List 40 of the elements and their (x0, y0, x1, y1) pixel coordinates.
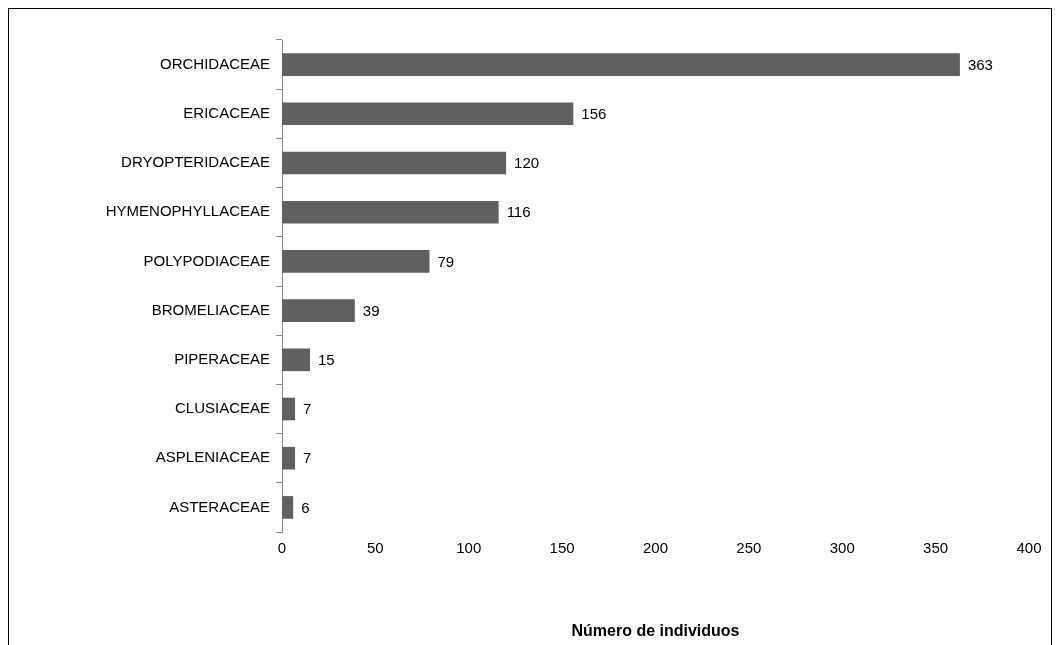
data-label: 7 (303, 400, 312, 418)
data-label: 120 (514, 154, 540, 172)
y-tick-label: ASTERACEAE (169, 497, 270, 515)
bar (282, 53, 960, 76)
y-tick-label: ORCHIDACEAE (159, 54, 270, 72)
data-label: 79 (437, 252, 455, 270)
bar (282, 200, 499, 224)
y-tick-label: ERICACEAE (183, 103, 270, 121)
y-tick-label: DRYOPTERIDACEAE (121, 153, 270, 171)
y-tick-label: BROMELIACEAE (151, 300, 270, 318)
y-tick-label: HYMENOPHYLLACEAE (105, 202, 270, 220)
data-label: 116 (506, 203, 531, 221)
x-tick-label: 300 (829, 539, 855, 557)
bar (282, 348, 311, 372)
x-tick-label: 150 (549, 539, 575, 557)
y-tick-label: ASPLENIACEAE (155, 448, 270, 466)
x-tick-label: 0 (277, 539, 287, 557)
data-label: 156 (581, 104, 607, 122)
x-axis-title: Número de individuos (571, 621, 740, 639)
x-tick-label: 400 (1016, 539, 1042, 557)
data-label: 363 (967, 55, 993, 73)
y-tick-label: CLUSIACEAE (174, 399, 270, 417)
bar (282, 250, 430, 273)
data-label: 39 (362, 301, 380, 319)
bar (282, 299, 355, 322)
bar (282, 446, 296, 470)
data-label: 6 (301, 498, 310, 516)
bar (282, 397, 296, 421)
bar (282, 102, 574, 126)
x-tick-label: 200 (642, 539, 669, 557)
data-label: 7 (303, 449, 312, 467)
x-tick-label: 100 (456, 539, 482, 557)
bar (282, 496, 294, 519)
x-tick-label: 350 (923, 539, 949, 557)
x-tick-label: 250 (736, 539, 762, 557)
y-tick-label: PIPERACEAE (174, 349, 270, 367)
y-tick-label: POLYPODIACEAE (143, 251, 270, 269)
data-label: 15 (318, 350, 335, 368)
x-tick-label: 50 (367, 539, 384, 557)
bar (282, 151, 507, 175)
